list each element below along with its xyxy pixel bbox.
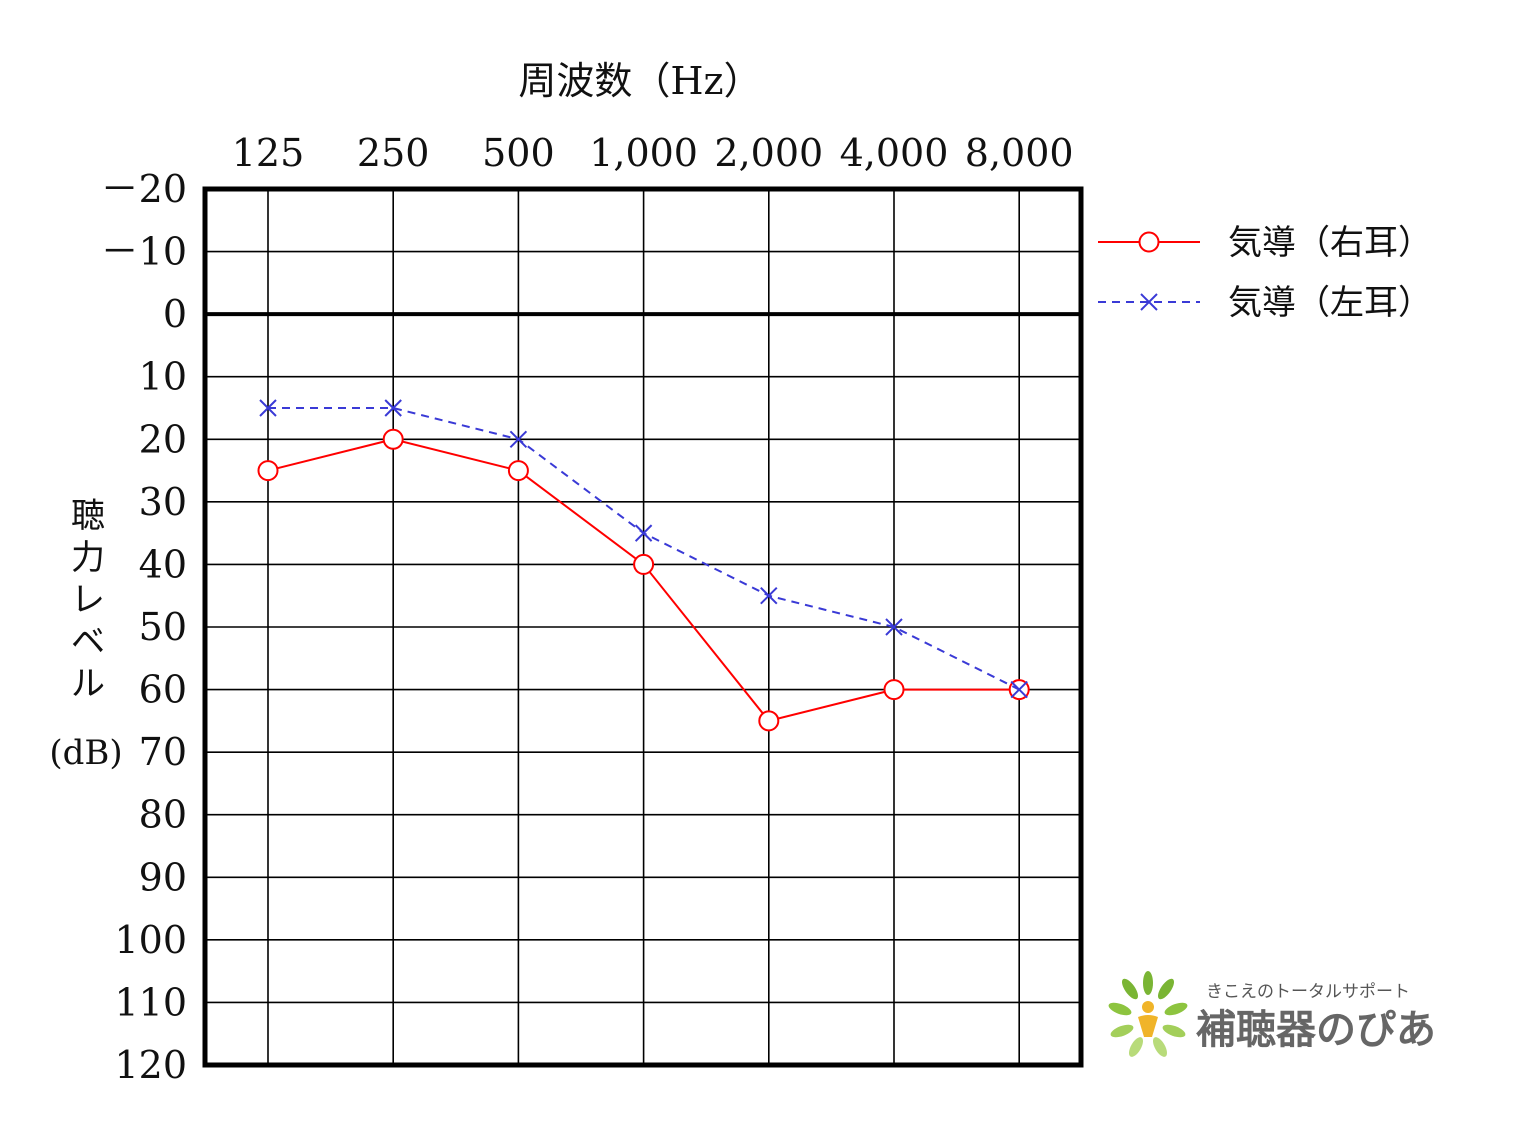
logo-name: 補聴器のぴあ	[1196, 1007, 1436, 1053]
x-tick-label: 2,000	[714, 131, 823, 175]
legend-marker-x	[1140, 293, 1158, 311]
y-tick-label: 30	[139, 480, 187, 524]
x-tick-label: 8,000	[965, 131, 1074, 175]
data-point-circle	[257, 460, 279, 482]
y-axis-title: 聴力レベル	[71, 496, 105, 704]
data-point-circle	[633, 553, 655, 575]
data-point-x	[885, 618, 903, 636]
legend-item: 気導（左耳）	[1098, 283, 1432, 323]
y-tick-label: 100	[114, 918, 187, 962]
data-point-x	[760, 587, 778, 605]
series-left-ear	[259, 399, 1028, 699]
data-point-x	[1010, 680, 1028, 699]
y-tick-label: 60	[139, 668, 187, 712]
data-point-circle	[382, 428, 404, 450]
tree-icon	[1108, 971, 1188, 1057]
y-tick-label: 90	[139, 855, 187, 899]
data-point-x	[384, 399, 402, 417]
y-tick-label: 10	[139, 355, 187, 399]
y-tick-label: －10	[101, 230, 187, 274]
brand-logo: きこえのトータルサポート 補聴器のぴあ	[1108, 971, 1436, 1057]
data-point-circle	[507, 460, 529, 482]
y-tick-label: 120	[114, 1043, 187, 1087]
series-right-ear	[257, 428, 1030, 732]
legend: 気導（右耳） 気導（左耳）	[1098, 223, 1432, 323]
y-tick-label: 50	[139, 605, 187, 649]
x-tick-label: 4,000	[840, 131, 949, 175]
x-axis-title: 周波数（Hz）	[518, 59, 761, 103]
x-tick-label: 1,000	[589, 131, 698, 175]
y-tick-labels: －20 －10 0 10 20 30 40 50 60 70 80 90 100 110 120	[101, 167, 187, 1087]
y-tick-label: 70	[139, 730, 187, 774]
y-tick-label: 40	[139, 542, 187, 586]
plot-border	[202, 186, 1084, 1068]
legend-item: 気導（右耳）	[1098, 223, 1432, 263]
data-point-circle	[758, 710, 780, 732]
y-tick-label: 0	[163, 292, 187, 336]
legend-marker-circle	[1138, 231, 1160, 253]
y-tick-label: 80	[139, 793, 187, 837]
data-point-x	[259, 399, 277, 417]
y-axis-unit: (dB)	[49, 733, 122, 773]
data-point-circle	[883, 679, 905, 701]
y-tick-label: 20	[139, 417, 187, 461]
data-point-x	[634, 524, 653, 542]
legend-label: 気導（左耳）	[1228, 283, 1432, 323]
legend-label: 気導（右耳）	[1228, 223, 1432, 263]
x-tick-label: 250	[357, 131, 430, 175]
grid	[205, 188, 1081, 1066]
logo-tagline: きこえのトータルサポート	[1206, 982, 1410, 1002]
series-layer	[257, 399, 1030, 732]
y-tick-label: 110	[114, 980, 187, 1024]
plot-frame	[202, 186, 1084, 1068]
x-tick-label: 500	[482, 131, 555, 175]
x-tick-label: 125	[232, 131, 305, 175]
x-tick-labels: 125 250 500 1,000 2,000 4,000 8,000	[232, 131, 1074, 175]
data-point-x	[509, 430, 528, 448]
y-tick-label: －20	[101, 167, 187, 211]
